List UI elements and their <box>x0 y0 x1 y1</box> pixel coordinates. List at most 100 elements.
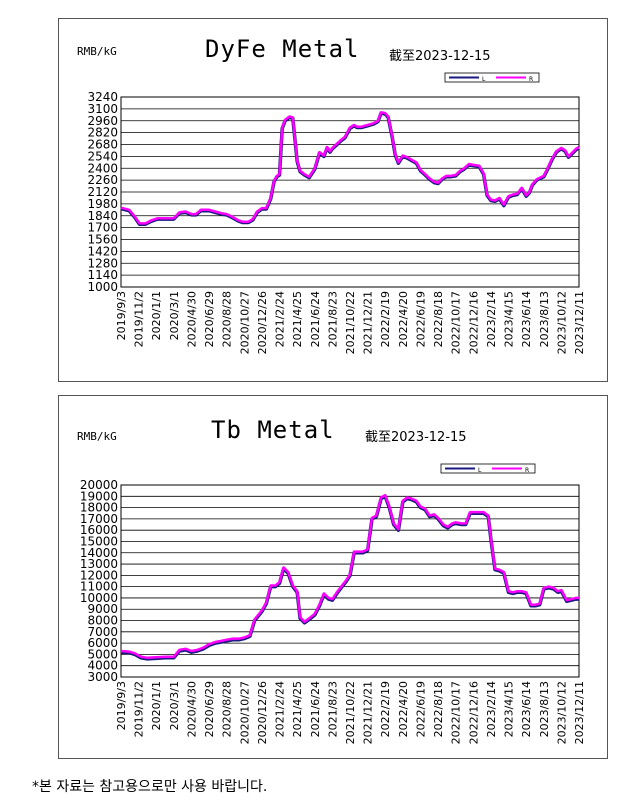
dyfe-y-tick-label: 1980 <box>87 197 118 211</box>
tb-x-tick-label: 2020/10/27 <box>238 681 251 744</box>
dyfe-x-tick-label: 2023/12/11 <box>573 291 586 354</box>
dyfe-x-tick-label: 2023/10/12 <box>555 291 568 354</box>
dyfe-x-tick-label: 2023/2/14 <box>485 291 498 347</box>
dyfe-x-tick-label: 2021/12/21 <box>362 291 375 354</box>
tb-y-tick-label: 13000 <box>80 557 118 571</box>
dyfe-x-tick-label: 2021/10/22 <box>344 291 357 354</box>
dyfe-y-tick-label: 2680 <box>87 138 118 152</box>
tb-y-tick-label: 12000 <box>80 568 118 582</box>
dyfe-y-tick-label: 2960 <box>87 114 118 128</box>
tb-x-tick-label: 2022/8/18 <box>432 681 445 737</box>
tb-x-tick-label: 2020/1/1 <box>150 681 163 730</box>
tb-x-tick-label: 2020/3/1 <box>168 681 181 730</box>
dyfe-x-tick-label: 2023/8/13 <box>538 291 551 347</box>
dyfe-x-tick-label: 2022/2/19 <box>379 291 392 347</box>
dyfe-x-tick-label: 2021/4/25 <box>291 291 304 347</box>
dyfe-y-tick-label: 2260 <box>87 173 118 187</box>
dyfe-x-tick-label: 2021/8/23 <box>326 291 339 347</box>
tb-x-tick-label: 2022/10/17 <box>450 681 463 744</box>
dyfe-x-tick-label: 2020/3/1 <box>168 291 181 340</box>
dyfe-y-tick-label: 1560 <box>87 233 118 247</box>
tb-y-tick-label: 4000 <box>87 659 118 673</box>
dyfe-y-tick-label: 3240 <box>87 90 118 104</box>
dyfe-x-tick-label: 2023/4/15 <box>503 291 516 347</box>
tb-unit-label: RMB/kG <box>77 430 117 443</box>
tb-series-R <box>120 493 579 660</box>
dyfe-x-tick-label: 2020/4/30 <box>185 291 198 347</box>
tb-chart-panel: RMB/kG Tb Metal 截至2023-12-15 20000 19000 1… <box>58 395 608 759</box>
dyfe-legend-box <box>444 72 540 83</box>
dyfe-y-tick-label: 2820 <box>87 126 118 140</box>
dyfe-x-tick-label: 2022/10/17 <box>450 291 463 354</box>
tb-legend-label-L: L <box>478 467 482 474</box>
dyfe-y-tick-label: 3100 <box>87 102 118 116</box>
dyfe-y-tick-label: 1000 <box>87 280 118 294</box>
dyfe-x-tick-label: 2020/10/27 <box>238 291 251 354</box>
dyfe-x-tick-label: 2020/12/26 <box>256 291 269 354</box>
dyfe-y-tick-label: 1280 <box>87 256 118 270</box>
tb-y-tick-label: 10000 <box>80 591 118 605</box>
tb-y-tick-label: 17000 <box>80 512 118 526</box>
dyfe-y-tick-label: 2120 <box>87 185 118 199</box>
tb-y-tick-label: 6000 <box>87 636 118 650</box>
dyfe-chart-panel: RMB/kG DyFe Metal 截至2023-12-15 3240 3100 2… <box>58 18 608 382</box>
tb-x-tick-label: 2023/4/15 <box>503 681 516 737</box>
dyfe-x-tick-label: 2021/2/24 <box>274 291 287 347</box>
tb-plot-frame <box>120 484 580 678</box>
tb-x-tick-label: 2022/6/19 <box>414 681 427 737</box>
tb-y-tick-label: 19000 <box>80 489 118 503</box>
dyfe-y-tick-label: 1420 <box>87 244 118 258</box>
dyfe-y-tick-label: 2400 <box>87 161 118 175</box>
tb-price-chart: 2000019000180001700016000150001400013000… <box>80 463 586 744</box>
dyfe-x-tick-label: 2022/12/16 <box>467 291 480 354</box>
disclaimer-note: *본 자료는 참고용으로만 사용 바랍니다. <box>32 779 268 795</box>
dyfe-x-tick-label: 2022/6/19 <box>414 291 427 347</box>
tb-x-tick-label: 2020/12/26 <box>256 681 269 744</box>
tb-y-tick-label: 16000 <box>80 523 118 537</box>
tb-y-tick-label: 7000 <box>87 625 118 639</box>
dyfe-x-tick-label: 2023/6/14 <box>520 291 533 347</box>
dyfe-y-tick-label: 1140 <box>87 268 118 282</box>
dyfe-x-tick-label: 2020/1/1 <box>150 291 163 340</box>
dyfe-x-tick-label: 2019/11/2 <box>133 291 146 347</box>
tb-x-tick-label: 2022/2/19 <box>379 681 392 737</box>
dyfe-y-tick-label: 1840 <box>87 209 118 223</box>
dyfe-chart-title: DyFe Metal <box>205 35 360 63</box>
tb-chart-title: Tb Metal <box>211 416 335 444</box>
dyfe-x-tick-label: 2020/6/29 <box>203 291 216 347</box>
dyfe-legend-label-R: R <box>529 76 533 83</box>
tb-x-tick-label: 2022/4/20 <box>397 681 410 737</box>
tb-x-tick-label: 2023/12/11 <box>573 681 586 744</box>
dyfe-plot-frame <box>120 96 580 288</box>
tb-x-tick-label: 2022/12/16 <box>467 681 480 744</box>
dyfe-x-tick-label: 2021/6/24 <box>309 291 322 347</box>
dyfe-unit-label: RMB/kG <box>77 45 117 58</box>
tb-x-tick-label: 2020/6/29 <box>203 681 216 737</box>
tb-y-tick-label: 3000 <box>87 670 118 684</box>
tb-series-L <box>120 494 579 661</box>
tb-as-of-date: 截至2023-12-15 <box>365 430 467 445</box>
tb-y-tick-label: 9000 <box>87 602 118 616</box>
tb-x-tick-label: 2020/4/30 <box>185 681 198 737</box>
tb-x-tick-label: 2021/6/24 <box>309 681 322 737</box>
tb-y-tick-label: 15000 <box>80 534 118 548</box>
dyfe-x-tick-label: 2019/9/3 <box>115 291 128 340</box>
dyfe-series-R <box>120 111 580 225</box>
tb-legend-label-R: R <box>525 467 529 474</box>
dyfe-as-of-date: 截至2023-12-15 <box>389 49 491 64</box>
tb-x-tick-label: 2021/10/22 <box>344 681 357 744</box>
tb-y-tick-label: 20000 <box>80 478 118 492</box>
tb-y-tick-label: 18000 <box>80 501 118 515</box>
dyfe-x-tick-label: 2022/4/20 <box>397 291 410 347</box>
dyfe-y-tick-label: 1700 <box>87 221 118 235</box>
tb-x-tick-label: 2021/2/24 <box>274 681 287 737</box>
dyfe-legend-label-L: L <box>482 76 486 83</box>
tb-x-tick-label: 2020/8/28 <box>221 681 234 737</box>
tb-x-tick-label: 2023/6/14 <box>520 681 533 737</box>
tb-y-tick-label: 14000 <box>80 546 118 560</box>
tb-x-tick-label: 2021/4/25 <box>291 681 304 737</box>
tb-x-tick-label: 2023/10/12 <box>555 681 568 744</box>
tb-x-tick-label: 2021/8/23 <box>326 681 339 737</box>
